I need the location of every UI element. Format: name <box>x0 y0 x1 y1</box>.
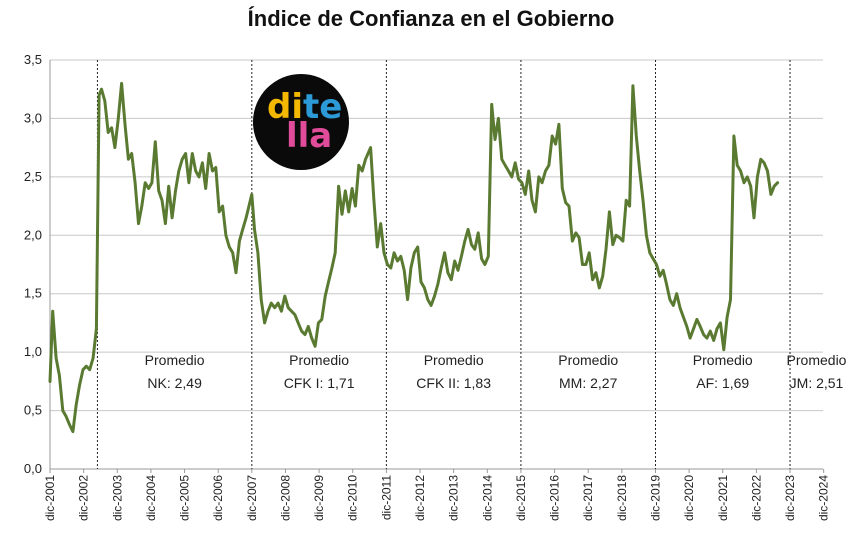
x-tick-label: dic-2021 <box>716 475 730 521</box>
confidence-index-line <box>48 81 780 434</box>
y-tick-label: 3,0 <box>24 110 42 125</box>
x-tick-label: dic-2020 <box>682 475 696 521</box>
x-tick-label: dic-2016 <box>548 475 562 521</box>
x-tick-label: dic-2002 <box>77 475 91 521</box>
x-tick-label: dic-2009 <box>312 475 326 521</box>
period-label-title: Promedio <box>289 352 349 368</box>
x-tick-label: dic-2022 <box>749 475 763 521</box>
logo-word-te: te <box>303 87 342 127</box>
logo-circle <box>253 74 349 170</box>
period-label-average: AF: 1,69 <box>696 375 749 391</box>
period-label-title: Promedio <box>693 352 753 368</box>
period-dividers <box>96 60 791 469</box>
x-tick-label: dic-2015 <box>514 475 528 521</box>
period-label-title: Promedio <box>787 352 847 368</box>
y-tick-label: 1,5 <box>24 286 42 301</box>
x-tick-label: dic-2023 <box>783 475 797 521</box>
period-label-average: NK: 2,49 <box>147 375 202 391</box>
x-tick-label: dic-2003 <box>110 475 124 521</box>
logo-word-lla: lla <box>286 116 332 156</box>
period-label-title: Promedio <box>424 352 484 368</box>
period-label-average: CFK I: 1,71 <box>284 375 355 391</box>
x-tick-label: dic-2024 <box>817 475 831 521</box>
y-tick-labels: 0,0 0,5 1,0 1,5 2,0 2,5 3,0 3,5 <box>24 52 42 476</box>
y-tick-label: 3,5 <box>24 52 42 67</box>
y-tick-label: 2,0 <box>24 227 42 242</box>
x-tick-label: dic-2011 <box>379 475 393 520</box>
period-annotations: Promedio NK: 2,49 Promedio CFK I: 1,71 Prome… <box>145 352 847 391</box>
x-tick-label: dic-2012 <box>413 475 427 521</box>
x-tick-label: dic-2017 <box>581 475 595 521</box>
y-tick-label: 0,0 <box>24 461 42 476</box>
x-tick-label: dic-2007 <box>245 475 259 521</box>
x-tick-label: dic-2018 <box>615 475 629 521</box>
period-label-average: JM: 2,51 <box>790 375 844 391</box>
x-tick-label: dic-2006 <box>211 475 225 521</box>
y-tick-label: 1,0 <box>24 344 42 359</box>
y-tick-label: 0,5 <box>24 403 42 418</box>
x-tick-label: dic-2005 <box>178 475 192 521</box>
period-label-average: CFK II: 1,83 <box>416 375 491 391</box>
x-tick-label: dic-2004 <box>144 475 158 521</box>
x-tick-label: dic-2010 <box>346 475 360 521</box>
x-tick-label: dic-2008 <box>278 475 292 521</box>
grid-lines <box>49 59 825 473</box>
logo-word-di: di <box>267 87 303 127</box>
period-label-title: Promedio <box>145 352 205 368</box>
x-tick-labels: dic-2001 dic-2002 dic-2003 dic-2004 dic-2005… <box>43 475 831 521</box>
y-tick-label: 2,5 <box>24 169 42 184</box>
x-tick-label: dic-2001 <box>43 475 57 521</box>
period-label-title: Promedio <box>558 352 618 368</box>
x-tick-label: dic-2014 <box>480 475 494 521</box>
x-tick-label: dic-2013 <box>447 475 461 521</box>
period-label-average: MM: 2,27 <box>559 375 618 391</box>
x-tick-label: dic-2019 <box>648 475 662 521</box>
chart-title: Índice de Confianza en el Gobierno <box>247 6 615 31</box>
